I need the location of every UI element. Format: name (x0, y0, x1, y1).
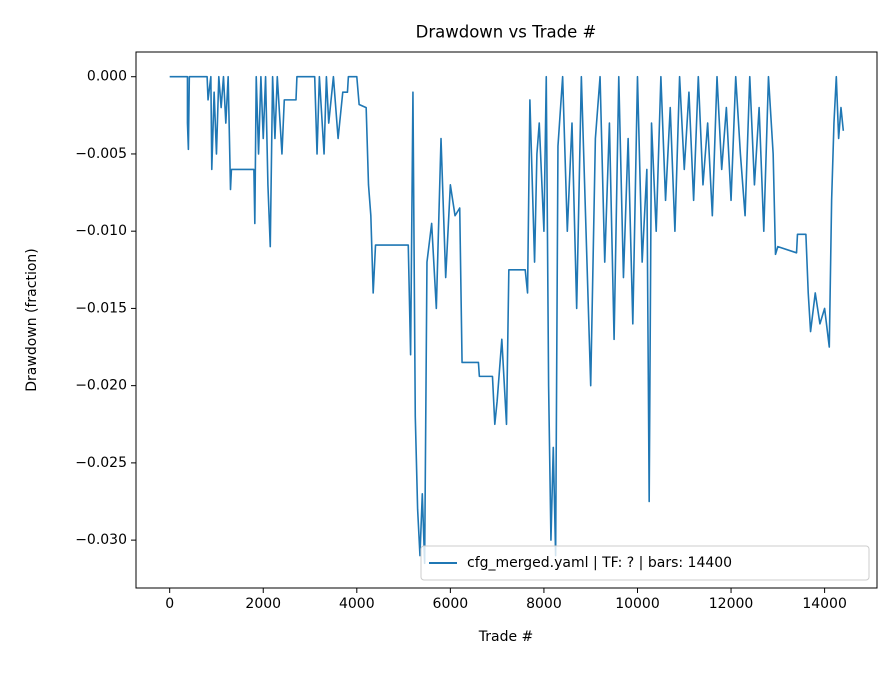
y-tick-label: −0.010 (75, 223, 127, 239)
y-tick-label: −0.005 (75, 146, 127, 162)
x-tick-label: 0 (165, 596, 174, 612)
legend-box (420, 545, 870, 581)
y-tick-label: −0.015 (75, 300, 127, 316)
x-tick-label: 12000 (709, 596, 754, 612)
plot-area (169, 75, 845, 565)
legend-label: cfg_merged.yaml | TF: ? | bars: 14400 (467, 555, 732, 571)
data-line (169, 75, 845, 565)
chart-title: Drawdown vs Trade # (416, 23, 597, 42)
x-tick-label: 4000 (339, 596, 375, 612)
y-tick-label: −0.030 (75, 532, 127, 548)
axes-frame (135, 51, 878, 589)
y-axis-label: Drawdown (fraction) (24, 248, 40, 392)
y-tick-label: −0.025 (75, 455, 127, 471)
x-tick-label: 2000 (245, 596, 281, 612)
x-tick-label: 14000 (802, 596, 847, 612)
y-tick-label: −0.020 (75, 378, 127, 394)
y-tick-label: 0.000 (87, 69, 127, 85)
x-tick-label: 6000 (433, 596, 469, 612)
x-axis-label: Trade # (478, 629, 534, 645)
x-tick-label: 10000 (615, 596, 660, 612)
x-tick-label: 8000 (526, 596, 562, 612)
